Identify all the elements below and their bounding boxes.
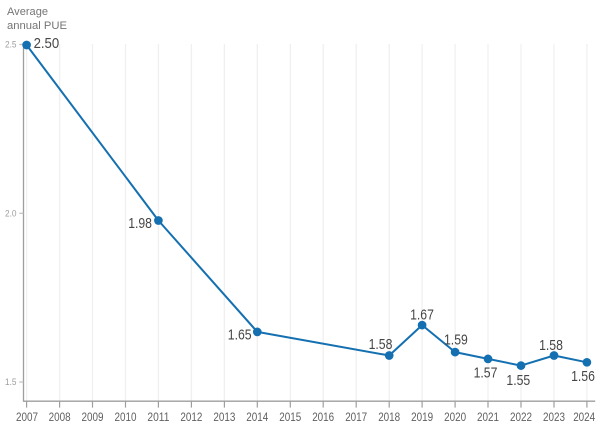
svg-text:2013: 2013 <box>213 412 235 424</box>
svg-text:2023: 2023 <box>543 412 565 424</box>
svg-text:2020: 2020 <box>444 412 466 424</box>
svg-text:2017: 2017 <box>345 412 367 424</box>
svg-text:2024: 2024 <box>573 412 596 424</box>
svg-text:2.50: 2.50 <box>34 35 60 52</box>
svg-text:2008: 2008 <box>49 412 71 424</box>
svg-text:2022: 2022 <box>510 412 532 424</box>
svg-text:2018: 2018 <box>378 412 400 424</box>
svg-text:1.59: 1.59 <box>444 331 468 348</box>
svg-text:2007: 2007 <box>16 412 38 424</box>
svg-text:1.58: 1.58 <box>369 336 393 353</box>
svg-text:2015: 2015 <box>279 412 301 424</box>
svg-text:2.5: 2.5 <box>5 40 17 50</box>
svg-text:2019: 2019 <box>411 412 433 424</box>
svg-text:2.0: 2.0 <box>5 208 17 218</box>
svg-text:1.56: 1.56 <box>571 368 595 385</box>
svg-text:1.58: 1.58 <box>539 337 563 354</box>
svg-text:1.5: 1.5 <box>5 377 17 387</box>
svg-text:annual PUE: annual PUE <box>7 20 67 32</box>
svg-text:1.65: 1.65 <box>228 327 252 344</box>
svg-text:2014: 2014 <box>246 412 269 424</box>
svg-text:2009: 2009 <box>82 412 104 424</box>
svg-text:1.57: 1.57 <box>474 365 498 382</box>
svg-text:Average: Average <box>7 6 48 18</box>
svg-text:2016: 2016 <box>312 412 334 424</box>
svg-text:1.67: 1.67 <box>410 306 434 323</box>
svg-text:2012: 2012 <box>180 412 202 424</box>
svg-text:2011: 2011 <box>147 412 169 424</box>
svg-text:1.55: 1.55 <box>506 372 530 389</box>
svg-text:2010: 2010 <box>115 412 137 424</box>
svg-text:2021: 2021 <box>477 412 499 424</box>
svg-text:1.98: 1.98 <box>128 215 152 232</box>
